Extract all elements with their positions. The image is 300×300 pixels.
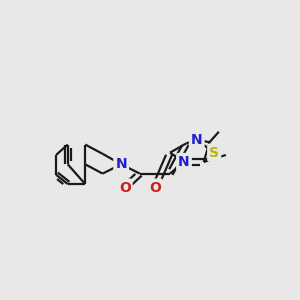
- Text: N: N: [116, 157, 127, 171]
- Text: O: O: [119, 181, 130, 194]
- Text: S: S: [209, 146, 219, 160]
- Text: N: N: [178, 155, 190, 169]
- Text: N: N: [191, 133, 202, 147]
- Text: O: O: [149, 181, 161, 194]
